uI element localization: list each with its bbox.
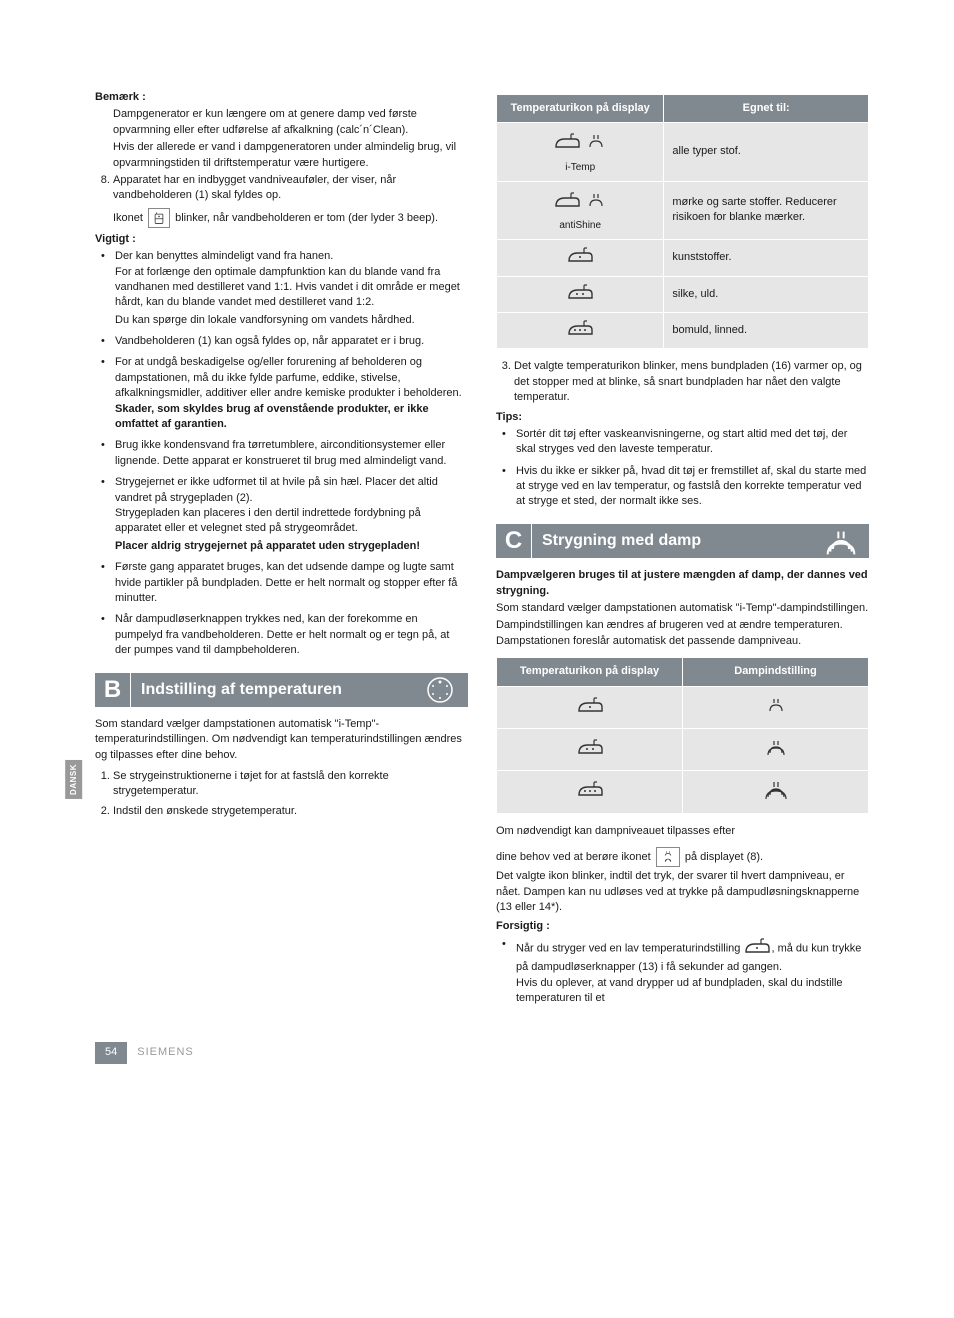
vigtigt-item: Når dampudløserknappen trykkes ned, kan … [101,612,468,658]
forsigtig-list: Når du stryger ved en lav temperaturinds… [496,937,869,1007]
vigtigt-item: Første gang apparatet bruges, kan det ud… [101,560,468,606]
steam-table: Temperaturikon på display Dampindstillin… [496,657,869,814]
cell-iron3 [497,771,683,813]
section-b-letter: B [95,673,131,707]
tips-heading: Tips: [496,410,869,425]
cell-text: bomuld, linned. [664,312,869,348]
r2-p1b: dine behov ved at berøre ikonet [496,851,651,863]
iron1-inline-icon [743,937,771,960]
secc-p1: Som standard vælger dampstationen automa… [496,601,869,616]
cell-text: kunststoffer. [664,240,869,276]
bemark-heading: Bemærk : [95,90,468,105]
steam-select-icon [656,847,680,867]
r2-p2: Det valgte ikon blinker, indtil det tryk… [496,869,869,915]
th-temp-icon: Temperaturikon på display [497,95,664,123]
steam-big-icon [813,524,869,558]
vigtigt-item: Der kan benyttes almindeligt vand fra ha… [101,249,468,328]
vigtigt-heading: Vigtigt : [95,232,468,247]
cell-icon-2dot [497,276,664,312]
step8-text-a: Ikonet [113,212,146,224]
th-steam: Dampindstilling [683,658,869,686]
secc-bold: Dampvælgeren bruges til at justere mængd… [496,568,869,599]
page: Bemærk : Dampgenerator er kun længere om… [0,0,954,1104]
secc-p2: Dampindstillingen kan ændres af brugeren… [496,618,869,649]
section-c-title: Strygning med damp [532,524,813,558]
dial-icon [412,673,468,707]
section-c-header: C Strygning med damp [496,524,869,558]
cell-steam3 [683,771,869,813]
cell-icon-3dot [497,312,664,348]
step-list: Apparatet har en indbygget vandniveauføl… [95,173,468,228]
footer: 54 SIEMENS [95,1042,869,1063]
secb-step: Indstil den ønskede strygetemperatur. [113,804,468,819]
r2-p1a: Om nødvendigt kan dampniveauet tilpasses… [496,824,869,839]
tips-item: Sortér dit tøj efter vaskeanvisningerne,… [502,427,869,458]
cell-text: silke, uld. [664,276,869,312]
cell-iron2 [497,728,683,770]
temperature-table: Temperaturikon på display Egnet til: i-T… [496,94,869,349]
step8-text-b: blinker, når vandbeholderen er tom (der … [175,212,438,224]
tips-item: Hvis du ikke er sikker på, hvad dit tøj … [502,464,869,510]
section-b-header: B Indstilling af temperaturen [95,673,468,707]
bemark-p2: Hvis der allerede er vand i dampgenerato… [113,140,468,171]
vigtigt-item: Strygejernet er ikke udformet til at hvi… [101,475,468,554]
forsigtig-item: Når du stryger ved en lav temperaturinds… [502,937,869,1007]
page-number: 54 [95,1042,127,1063]
th-temp-icon2: Temperaturikon på display [497,658,683,686]
vigtigt-item: For at undgå beskadigelse og/eller forur… [101,355,468,432]
forsigtig-heading: Forsigtig : [496,919,869,934]
section-b-steps: Se strygeinstruktionerne i tøjet for at … [95,769,468,819]
step-8: Apparatet har en indbygget vandniveauføl… [113,173,468,228]
brand: SIEMENS [137,1045,194,1060]
cell-icon-itemp: i-Temp [497,123,664,181]
cell-icon-1dot [497,240,664,276]
cell-text: alle typer stof. [664,123,869,181]
cell-text: mørke og sarte stoffer. Reducerer risiko… [664,181,869,239]
cell-steam2 [683,728,869,770]
vigtigt-item: Brug ikke kondensvand fra tørretumblere,… [101,438,468,469]
language-tab: DANSK [65,760,82,799]
th-suitable: Egnet til: [664,95,869,123]
step-3: Det valgte temperaturikon blinker, mens … [514,359,869,405]
water-tank-icon [148,208,170,228]
right-steps: Det valgte temperaturikon blinker, mens … [496,359,869,405]
section-b-title: Indstilling af temperaturen [131,673,412,707]
cell-steam1 [683,686,869,728]
cell-icon-antishine: antiShine [497,181,664,239]
section-b-intro: Som standard vælger dampstationen automa… [95,717,468,763]
secb-step: Se strygeinstruktionerne i tøjet for at … [113,769,468,800]
bemark-p1: Dampgenerator er kun længere om at gener… [113,107,468,138]
r2-p1c: på displayet (8). [685,851,763,863]
tips-list: Sortér dit tøj efter vaskeanvisningerne,… [496,427,869,510]
section-c-letter: C [496,524,532,558]
cell-iron1 [497,686,683,728]
left-column: Bemærk : Dampgenerator er kun længere om… [95,90,468,1012]
vigtigt-list: Der kan benyttes almindeligt vand fra ha… [95,249,468,658]
right-column: Temperaturikon på display Egnet til: i-T… [496,90,869,1012]
vigtigt-item: Vandbeholderen (1) kan også fyldes op, n… [101,334,468,349]
